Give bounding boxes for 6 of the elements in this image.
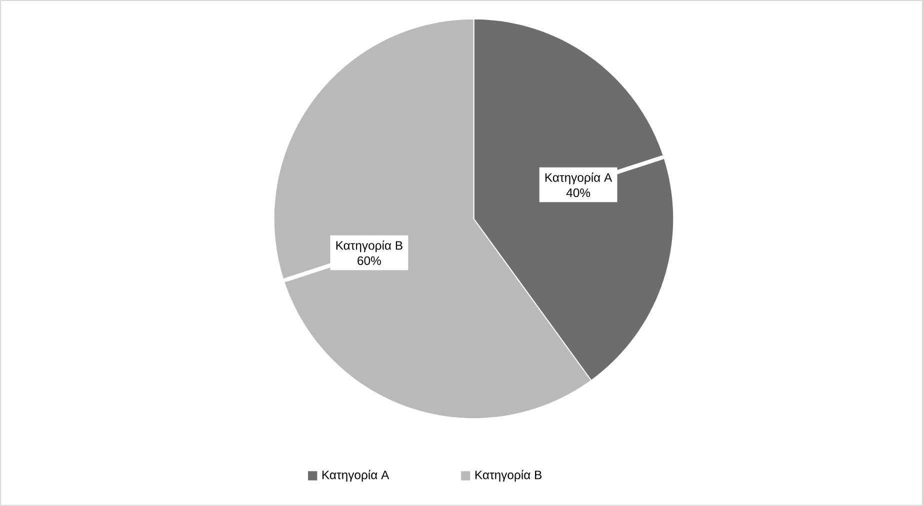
legend-label: Κατηγορία A xyxy=(322,470,390,482)
legend-label: Κατηγορία B xyxy=(475,470,542,482)
slice-label: Κατηγορία A xyxy=(545,172,612,184)
data-label: 40% xyxy=(566,188,590,198)
slice-label: Κατηγορία B xyxy=(336,240,402,252)
data-label: 60% xyxy=(358,256,381,266)
